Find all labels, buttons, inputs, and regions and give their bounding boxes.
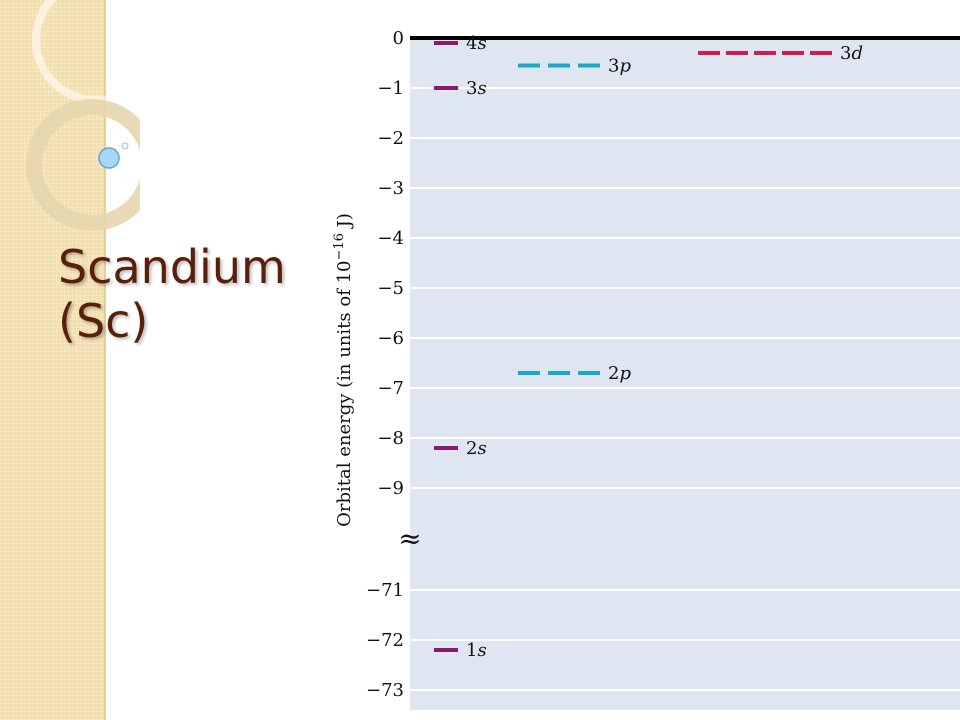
title-line-symbol: (Sc)	[58, 294, 149, 348]
orbital-label-3p: 3p	[608, 56, 631, 77]
decorative-rings	[26, 0, 140, 231]
deco-bubble-small	[121, 142, 129, 150]
y-label-text: Orbital energy (in units of 10	[334, 261, 355, 527]
y-label-exponent: −16	[332, 233, 347, 260]
axis-break-symbol: ≈	[398, 522, 421, 555]
zero-energy-line	[410, 36, 960, 40]
y-tick-label: −2	[377, 128, 404, 149]
y-axis-label: Orbital energy (in units of 10−16 J)	[332, 213, 355, 527]
y-tick-label: −72	[366, 630, 404, 651]
grid-lines	[410, 87, 960, 691]
orbital-label-2s: 2s	[466, 438, 487, 459]
deco-ring-large	[32, 0, 140, 104]
orbital-energy-diagram: 0 −1 −2 −3 −4 −5 −6 −7 −8 −9 −71 −72 −73 ≈ Orbital e…	[332, 28, 960, 710]
y-tick-label: −5	[377, 278, 404, 299]
y-tick-label: −8	[377, 428, 404, 449]
orbital-label-3d: 3d	[840, 43, 863, 64]
y-tick-label: −9	[377, 478, 404, 499]
y-tick-label: 0	[393, 28, 404, 49]
deco-ring-medium	[26, 99, 140, 231]
y-tick-label: −4	[377, 228, 404, 249]
orbital-label-1s: 1s	[466, 640, 487, 661]
y-tick-label: −6	[377, 328, 404, 349]
y-tick-label: −73	[366, 680, 404, 701]
y-label-unit: J)	[334, 213, 355, 233]
sidebar-divider	[104, 0, 106, 720]
orbital-label-2p: 2p	[608, 363, 631, 384]
y-tick-label: −7	[377, 378, 404, 399]
orbital-label-4s: 4s	[466, 33, 487, 54]
slide-title: Scandium (Sc)	[58, 240, 286, 348]
orbital-label-3s: 3s	[466, 78, 487, 99]
y-tick-label: −3	[377, 178, 404, 199]
deco-bubble	[98, 147, 120, 169]
y-tick-label: −71	[366, 580, 404, 601]
orbital-levels: 4s 3s 2s 1s 3p 2p 3d	[434, 33, 863, 661]
title-line-element: Scandium	[58, 240, 286, 294]
y-tick-labels: 0 −1 −2 −3 −4 −5 −6 −7 −8 −9 −71 −72 −73	[366, 28, 404, 701]
y-tick-label: −1	[377, 78, 404, 99]
plot-background	[410, 38, 960, 710]
